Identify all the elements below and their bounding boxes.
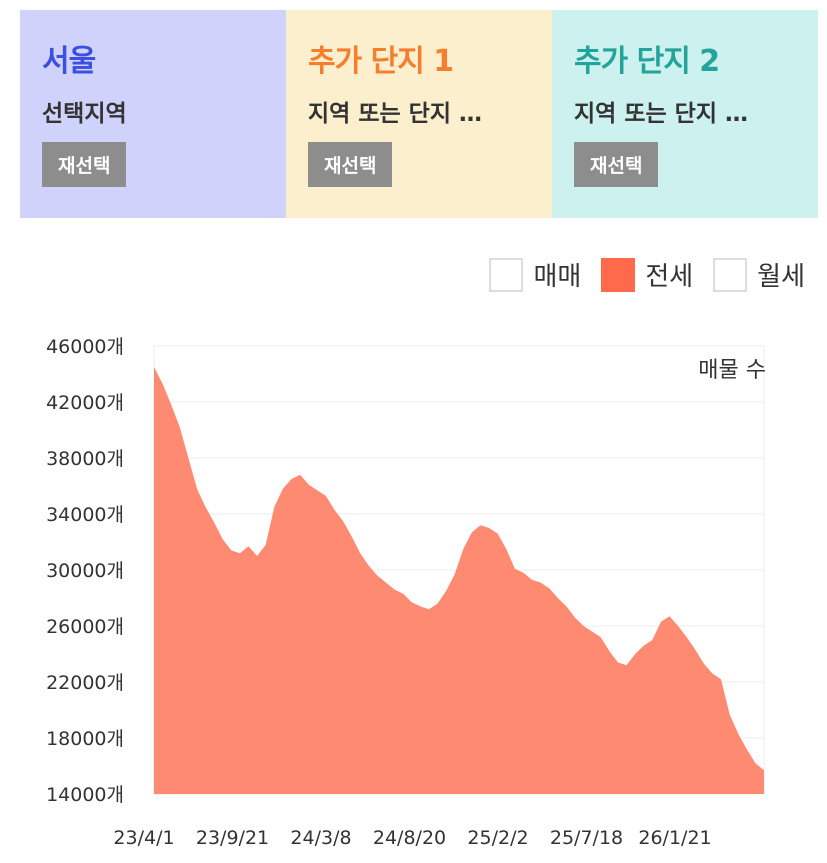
legend-label: 전세 <box>645 262 694 292</box>
x-tick-label: 23/4/1 <box>113 827 174 849</box>
legend-monthly-rent[interactable]: 월세 <box>713 256 805 293</box>
y-tick-label: 42000개 <box>46 392 124 414</box>
reselect-button[interactable]: 재선택 <box>574 142 659 187</box>
panel-subtitle[interactable]: 지역 또는 단지 … <box>308 101 482 127</box>
series-label: 매물 수 <box>698 358 766 383</box>
y-tick-label: 26000개 <box>46 616 124 638</box>
reselect-button[interactable]: 재선택 <box>308 142 393 187</box>
x-tick-label: 26/1/21 <box>638 827 711 849</box>
y-tick-label: 14000개 <box>46 784 124 806</box>
y-tick-label: 30000개 <box>46 560 124 582</box>
area-series-jeonse <box>154 367 764 794</box>
panel-complex-1: 추가 단지 1 지역 또는 단지 … 재선택 <box>286 10 552 218</box>
x-tick-label: 24/3/8 <box>290 827 351 849</box>
panel-complex-2: 추가 단지 2 지역 또는 단지 … 재선택 <box>552 10 818 218</box>
y-tick-label: 38000개 <box>46 448 124 470</box>
y-tick-label: 46000개 <box>46 336 124 358</box>
x-tick-label: 25/2/2 <box>467 827 528 849</box>
legend-checkbox[interactable] <box>601 257 636 292</box>
legend-checkbox[interactable] <box>489 257 524 292</box>
panel-subtitle: 선택지역 <box>42 101 127 127</box>
x-tick-label: 23/9/21 <box>196 827 269 849</box>
legend-checkbox[interactable] <box>713 257 748 292</box>
panel-title: 추가 단지 2 <box>574 44 720 79</box>
x-tick-label: 24/8/20 <box>373 827 446 849</box>
listing-count-chart: 46000개 42000개 38000개 34000개 30000개 26000개 2200… <box>46 336 766 849</box>
x-axis: 23/4/1 23/9/21 24/3/8 24/8/20 25/2/2 25/7/18 2… <box>113 827 711 849</box>
panel-subtitle[interactable]: 지역 또는 단지 … <box>574 101 748 127</box>
panel-seoul: 서울 선택지역 재선택 <box>20 10 286 218</box>
y-tick-label: 18000개 <box>46 728 124 750</box>
y-tick-label: 34000개 <box>46 504 124 526</box>
legend-label: 월세 <box>757 262 805 292</box>
y-axis: 46000개 42000개 38000개 34000개 30000개 26000개 2200… <box>46 336 124 806</box>
x-tick-label: 25/7/18 <box>550 827 623 849</box>
panel-title: 서울 <box>42 44 96 79</box>
panel-title: 추가 단지 1 <box>308 44 454 79</box>
legend-jeonse[interactable]: 전세 <box>601 256 693 293</box>
legend-label: 매매 <box>533 262 582 292</box>
chart-legend: 매매 전세 월세 <box>469 256 805 293</box>
legend-sale[interactable]: 매매 <box>489 256 581 293</box>
reselect-button[interactable]: 재선택 <box>42 142 127 187</box>
y-tick-label: 22000개 <box>46 672 124 694</box>
